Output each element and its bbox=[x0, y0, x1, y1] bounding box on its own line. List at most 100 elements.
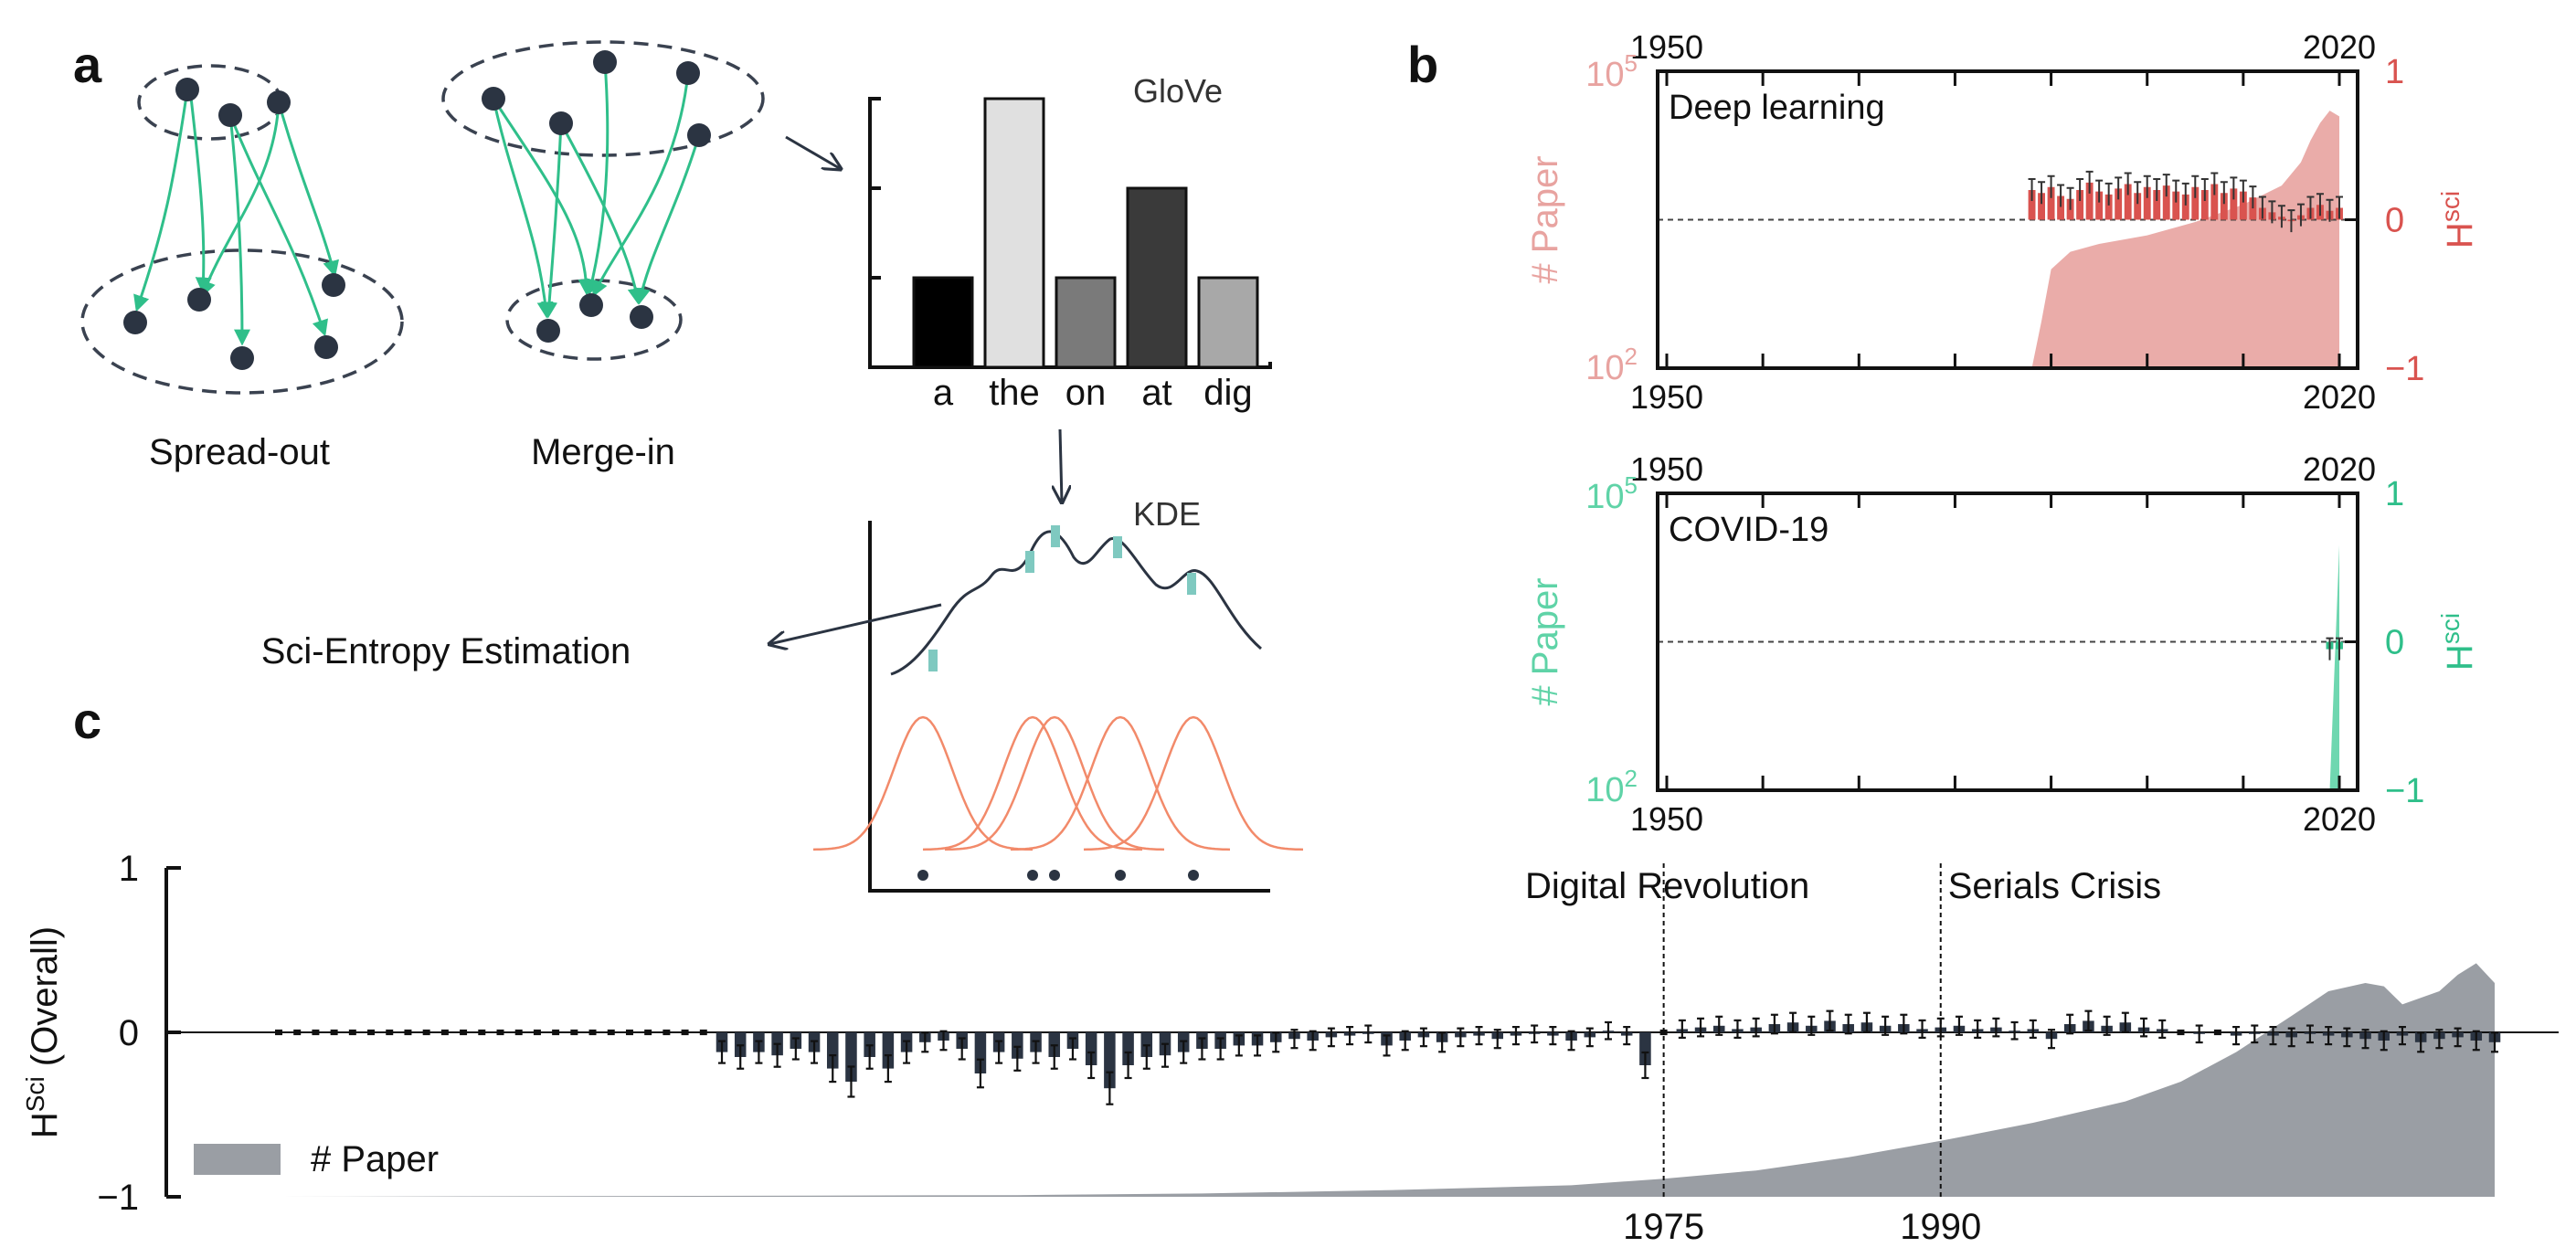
y-right-tick-label: 0 bbox=[2385, 202, 2404, 240]
x-tick-label-top: 2020 bbox=[2303, 450, 2376, 488]
y-right-axis-label: Hsci bbox=[2436, 191, 2480, 248]
kde-kernel-curve bbox=[922, 715, 1143, 851]
merge-bottom-cluster bbox=[505, 279, 683, 361]
glove-bar bbox=[1055, 276, 1117, 369]
hsci-bar bbox=[2249, 197, 2257, 220]
kde-marker bbox=[1113, 536, 1122, 558]
merge-in-label: Merge-in bbox=[531, 432, 675, 472]
hsci-bar bbox=[882, 1032, 895, 1069]
glove-bar bbox=[1197, 276, 1259, 369]
hsci-bar bbox=[2210, 184, 2219, 220]
y-right-label-group: Hsci bbox=[2436, 191, 2480, 248]
hsci-bar bbox=[2143, 186, 2151, 220]
panel-a: a Spread-out bbox=[73, 36, 1304, 893]
c-y-tick-label: 0 bbox=[119, 1013, 139, 1053]
hsci-bar bbox=[1012, 1032, 1023, 1059]
y-left-base: 10 bbox=[1585, 771, 1624, 809]
c-ylabel: HSci (Overall) bbox=[21, 926, 65, 1138]
hsci-bar bbox=[2181, 194, 2189, 220]
glove-bar bbox=[912, 276, 974, 369]
kde-marker bbox=[1051, 525, 1060, 547]
y-right-label-main: H bbox=[2440, 222, 2480, 248]
kde-kernel-curve bbox=[1010, 715, 1231, 851]
kde-kernel-curve bbox=[944, 715, 1165, 851]
graph-node bbox=[187, 288, 211, 312]
hsci-bar bbox=[1085, 1032, 1097, 1065]
flow-arrow bbox=[1060, 428, 1062, 502]
hsci-bar bbox=[2038, 193, 2045, 220]
glove-chart: GloVe a the on at dig bbox=[868, 72, 1272, 413]
y-left-label-group: # Paper bbox=[1525, 155, 1565, 283]
merge-edge bbox=[541, 122, 563, 319]
graph-node bbox=[123, 311, 147, 334]
kde-sample-point bbox=[1049, 870, 1060, 881]
merge-edge bbox=[492, 98, 595, 296]
graph-node bbox=[687, 123, 711, 147]
graph-node bbox=[314, 335, 338, 359]
y-right-label-sup: sci bbox=[2436, 191, 2465, 222]
c-y-tick-label: 1 bbox=[119, 849, 139, 889]
merge-edge bbox=[584, 61, 610, 296]
spread-edge bbox=[133, 89, 189, 312]
kde-kernel-curve bbox=[1083, 715, 1304, 851]
c-ylabel-rest: (Overall) bbox=[25, 926, 65, 1076]
y-left-axis-label: # Paper bbox=[1525, 155, 1565, 283]
y-left-axis-label: # Paper bbox=[1525, 577, 1565, 705]
c-ylabel-sup: Sci bbox=[21, 1076, 49, 1112]
kde-density-curve bbox=[890, 530, 1262, 676]
paper-count-area bbox=[2031, 111, 2339, 368]
kde-marker bbox=[1025, 551, 1034, 573]
hsci-bar bbox=[2200, 190, 2209, 220]
paper-count-area bbox=[2329, 544, 2339, 790]
hsci-bar bbox=[2124, 184, 2132, 220]
graph-node bbox=[218, 103, 242, 127]
spread-top-cluster bbox=[137, 64, 283, 141]
kde-marker bbox=[928, 650, 938, 671]
x-tick-label-top: 2020 bbox=[2303, 28, 2376, 66]
y-left-exp: 2 bbox=[1625, 765, 1638, 792]
graph-node bbox=[593, 50, 617, 74]
hsci-bar bbox=[2057, 196, 2065, 220]
graph-node bbox=[630, 305, 653, 329]
graph-node bbox=[676, 61, 700, 85]
x-tick-label-bottom: 1950 bbox=[1630, 378, 1703, 416]
hsci-bar bbox=[826, 1032, 839, 1069]
c-annotation-digital-revolution: Digital Revolution bbox=[1525, 866, 1809, 906]
kde-sample-point bbox=[1027, 870, 1038, 881]
c-annotation-serials-crisis: Serials Crisis bbox=[1948, 866, 2161, 906]
y-right-tick-label: −1 bbox=[2385, 350, 2424, 388]
kde-axes bbox=[868, 521, 1270, 893]
y-left-base: 10 bbox=[1585, 478, 1624, 516]
merge-top-cluster bbox=[441, 40, 765, 157]
c-ylabel-main: H bbox=[25, 1112, 65, 1138]
hsci-bar bbox=[2047, 186, 2055, 220]
y-right-label-group: Hsci bbox=[2436, 613, 2480, 671]
hsci-bar bbox=[2085, 182, 2094, 220]
spread-bottom-cluster bbox=[80, 248, 404, 395]
y-left-base: 10 bbox=[1585, 56, 1624, 94]
y-left-min-label: 102 bbox=[1585, 765, 1638, 809]
spread-out-label: Spread-out bbox=[149, 432, 330, 472]
glove-word-label: on bbox=[1065, 373, 1107, 413]
y-left-exp: 5 bbox=[1625, 49, 1638, 77]
c-x-tick-label: 1975 bbox=[1623, 1207, 1704, 1247]
hsci-bar bbox=[2172, 191, 2180, 220]
y-right-tick-label: 1 bbox=[2385, 53, 2404, 91]
y-left-exp: 5 bbox=[1625, 471, 1638, 499]
hsci-bar bbox=[2230, 188, 2238, 220]
y-right-label-sup: sci bbox=[2436, 613, 2465, 644]
merge-edge bbox=[634, 134, 701, 305]
hsci-bar bbox=[2191, 186, 2200, 220]
y-left-max-label: 105 bbox=[1585, 471, 1638, 516]
y-left-base: 10 bbox=[1585, 349, 1624, 387]
merge-edge bbox=[559, 122, 644, 305]
hsci-bar bbox=[2162, 185, 2170, 220]
spread-edge bbox=[228, 114, 250, 346]
glove-word-label: at bbox=[1141, 373, 1171, 413]
glove-word-label: dig bbox=[1203, 373, 1252, 413]
